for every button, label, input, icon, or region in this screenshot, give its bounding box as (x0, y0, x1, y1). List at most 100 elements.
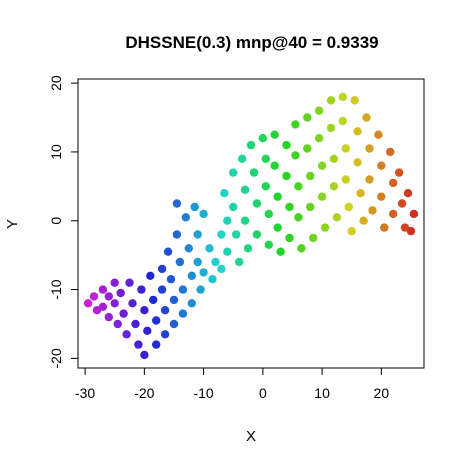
data-point (270, 161, 279, 170)
data-point (116, 288, 125, 298)
data-point (217, 264, 226, 274)
data-point (282, 140, 291, 150)
data-point (152, 340, 161, 349)
x-tick-label: -10 (193, 385, 213, 401)
data-point (386, 147, 395, 157)
x-tick-label: 0 (259, 385, 267, 401)
data-point (317, 161, 327, 170)
data-point (306, 202, 315, 212)
data-point (119, 309, 128, 318)
data-point (350, 96, 359, 105)
data-point (166, 275, 176, 284)
data-point (178, 309, 188, 318)
data-point (240, 185, 250, 194)
data-point (193, 230, 202, 239)
data-point (273, 223, 282, 232)
data-point (175, 257, 185, 267)
data-point (134, 340, 143, 349)
y-tick-label: 10 (48, 144, 64, 160)
data-point (261, 182, 270, 191)
data-point (306, 171, 315, 181)
data-point (113, 319, 122, 329)
data-point (409, 209, 419, 219)
plot-frame (77, 78, 425, 369)
data-point (374, 130, 383, 139)
data-point (320, 223, 330, 232)
data-point (232, 230, 241, 239)
data-point (314, 106, 324, 115)
data-point (137, 285, 146, 294)
y-tick-label: -20 (48, 348, 64, 368)
data-point (270, 130, 279, 139)
x-tick-label: -20 (134, 385, 154, 401)
data-point (273, 192, 282, 201)
data-point (229, 168, 238, 177)
data-point (187, 271, 196, 280)
chart-title: DHSSNE(0.3) mnp@40 = 0.9339 (125, 33, 378, 52)
y-tick-label: 0 (48, 217, 64, 225)
y-tick-label: -10 (48, 279, 64, 299)
data-point (276, 247, 285, 256)
data-point (285, 202, 294, 212)
data-point (394, 168, 404, 177)
data-point (104, 312, 114, 322)
data-point (199, 268, 208, 277)
x-axis: -30 -20 -10 0 10 20 (75, 367, 390, 401)
data-point (149, 295, 158, 305)
data-point (368, 206, 377, 215)
data-point (285, 233, 294, 243)
data-point (190, 202, 199, 212)
data-point (98, 285, 108, 294)
data-point (326, 123, 336, 133)
data-point (235, 257, 244, 267)
data-point (163, 247, 173, 256)
data-point (365, 144, 374, 153)
data-point (291, 151, 300, 160)
data-point (205, 244, 214, 253)
data-point (178, 285, 188, 294)
data-point (122, 330, 131, 339)
data-point (143, 326, 152, 335)
x-tick-label: 20 (374, 385, 390, 401)
data-point (261, 154, 270, 163)
data-point (237, 154, 247, 163)
x-tick-label: 10 (314, 385, 330, 401)
data-point (309, 233, 318, 243)
y-tick-label: 20 (48, 75, 64, 91)
data-point (223, 216, 232, 225)
data-point (220, 189, 229, 198)
data-point (362, 113, 371, 122)
data-point (157, 285, 167, 294)
data-point (110, 299, 119, 308)
data-point (172, 230, 182, 239)
data-point (389, 209, 398, 219)
data-point (377, 161, 386, 170)
data-point (104, 292, 114, 301)
data-point (403, 189, 413, 198)
data-point (297, 244, 306, 253)
data-point (252, 199, 262, 208)
data-point (303, 113, 312, 122)
x-tick-label: -30 (75, 385, 95, 401)
data-point (160, 306, 170, 315)
data-point (140, 306, 149, 315)
data-point (406, 226, 416, 236)
data-point (128, 299, 137, 308)
data-point (317, 192, 327, 201)
data-point (181, 213, 190, 222)
data-point (359, 216, 368, 225)
data-point (243, 244, 253, 253)
data-point (196, 285, 205, 294)
data-point (353, 158, 362, 167)
data-point (389, 178, 398, 188)
data-point (229, 202, 238, 212)
data-point (169, 295, 179, 305)
data-point (146, 271, 155, 280)
data-point (199, 209, 208, 219)
data-point (314, 134, 324, 143)
data-point (338, 92, 347, 102)
y-axis-label: Y (4, 219, 21, 229)
x-axis-label: X (246, 428, 256, 445)
data-point (264, 240, 273, 249)
data-point (208, 275, 217, 284)
